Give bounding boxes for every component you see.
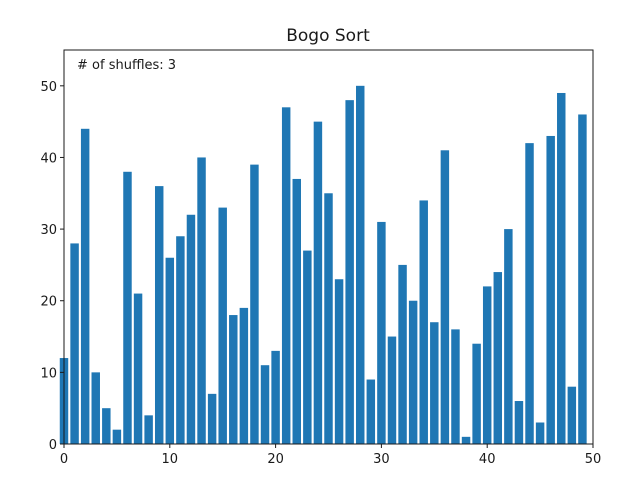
- bar: [345, 100, 354, 445]
- bar: [557, 92, 566, 445]
- bar: [197, 157, 206, 445]
- bar: [567, 386, 577, 444]
- bar: [70, 243, 79, 444]
- bar: [514, 401, 524, 444]
- bar: [377, 221, 386, 444]
- x-axis: 0 10 20 30 40 50: [60, 444, 601, 467]
- bar: [165, 257, 175, 444]
- bar: [239, 307, 249, 444]
- bar: [207, 393, 217, 444]
- bar: [472, 343, 481, 444]
- y-tick-label: 50: [40, 80, 57, 95]
- bar: [229, 315, 238, 444]
- bar: [144, 415, 153, 444]
- bar: [546, 135, 555, 445]
- bar: [186, 214, 196, 444]
- bar: [366, 379, 376, 444]
- x-tick-label: 40: [479, 452, 496, 467]
- chart-title: Bogo Sort: [286, 26, 370, 46]
- y-tick-label: 20: [40, 295, 57, 310]
- y-tick-label: 10: [40, 366, 57, 381]
- bar: [271, 350, 280, 444]
- bar: [419, 200, 428, 444]
- x-tick-label: 50: [585, 452, 602, 467]
- bar: [123, 171, 132, 445]
- bar: [313, 121, 323, 445]
- bar: [461, 436, 471, 444]
- bar: [440, 150, 450, 445]
- plot-frame: [63, 49, 594, 445]
- bar: [504, 229, 513, 444]
- bar: [482, 286, 492, 444]
- bar: [451, 329, 460, 444]
- bar: [356, 85, 365, 445]
- bar: [525, 143, 534, 445]
- bar: [218, 207, 227, 444]
- bar: [334, 279, 344, 444]
- bar: [387, 336, 397, 444]
- bar: [324, 193, 333, 444]
- bars-group: [59, 85, 587, 445]
- y-tick-label: 30: [40, 223, 57, 238]
- x-tick-label: 10: [162, 452, 179, 467]
- bar: [292, 178, 301, 445]
- bar: [133, 293, 143, 444]
- bar: [578, 114, 587, 445]
- shuffle-count-annotation: # of shuffles: 3: [77, 58, 176, 73]
- bar: [176, 236, 185, 444]
- bar: [303, 250, 312, 444]
- y-tick-label: 40: [40, 151, 57, 166]
- bar: [112, 429, 122, 444]
- bar: [430, 322, 439, 444]
- bar: [260, 365, 270, 444]
- bar: [398, 264, 407, 444]
- bar: [281, 107, 291, 445]
- bar: [250, 164, 259, 445]
- bar: [535, 422, 545, 444]
- x-tick-label: 30: [373, 452, 390, 467]
- x-tick-label: 0: [60, 452, 68, 467]
- bar: [102, 408, 111, 444]
- y-tick-label: 0: [49, 438, 57, 453]
- y-axis: 0 10 20 30 40 50: [40, 80, 64, 453]
- bar: [493, 272, 503, 444]
- x-tick-label: 20: [267, 452, 284, 467]
- bar: [80, 128, 90, 445]
- bar: [408, 300, 418, 444]
- bar: [91, 372, 100, 444]
- bar: [154, 186, 164, 445]
